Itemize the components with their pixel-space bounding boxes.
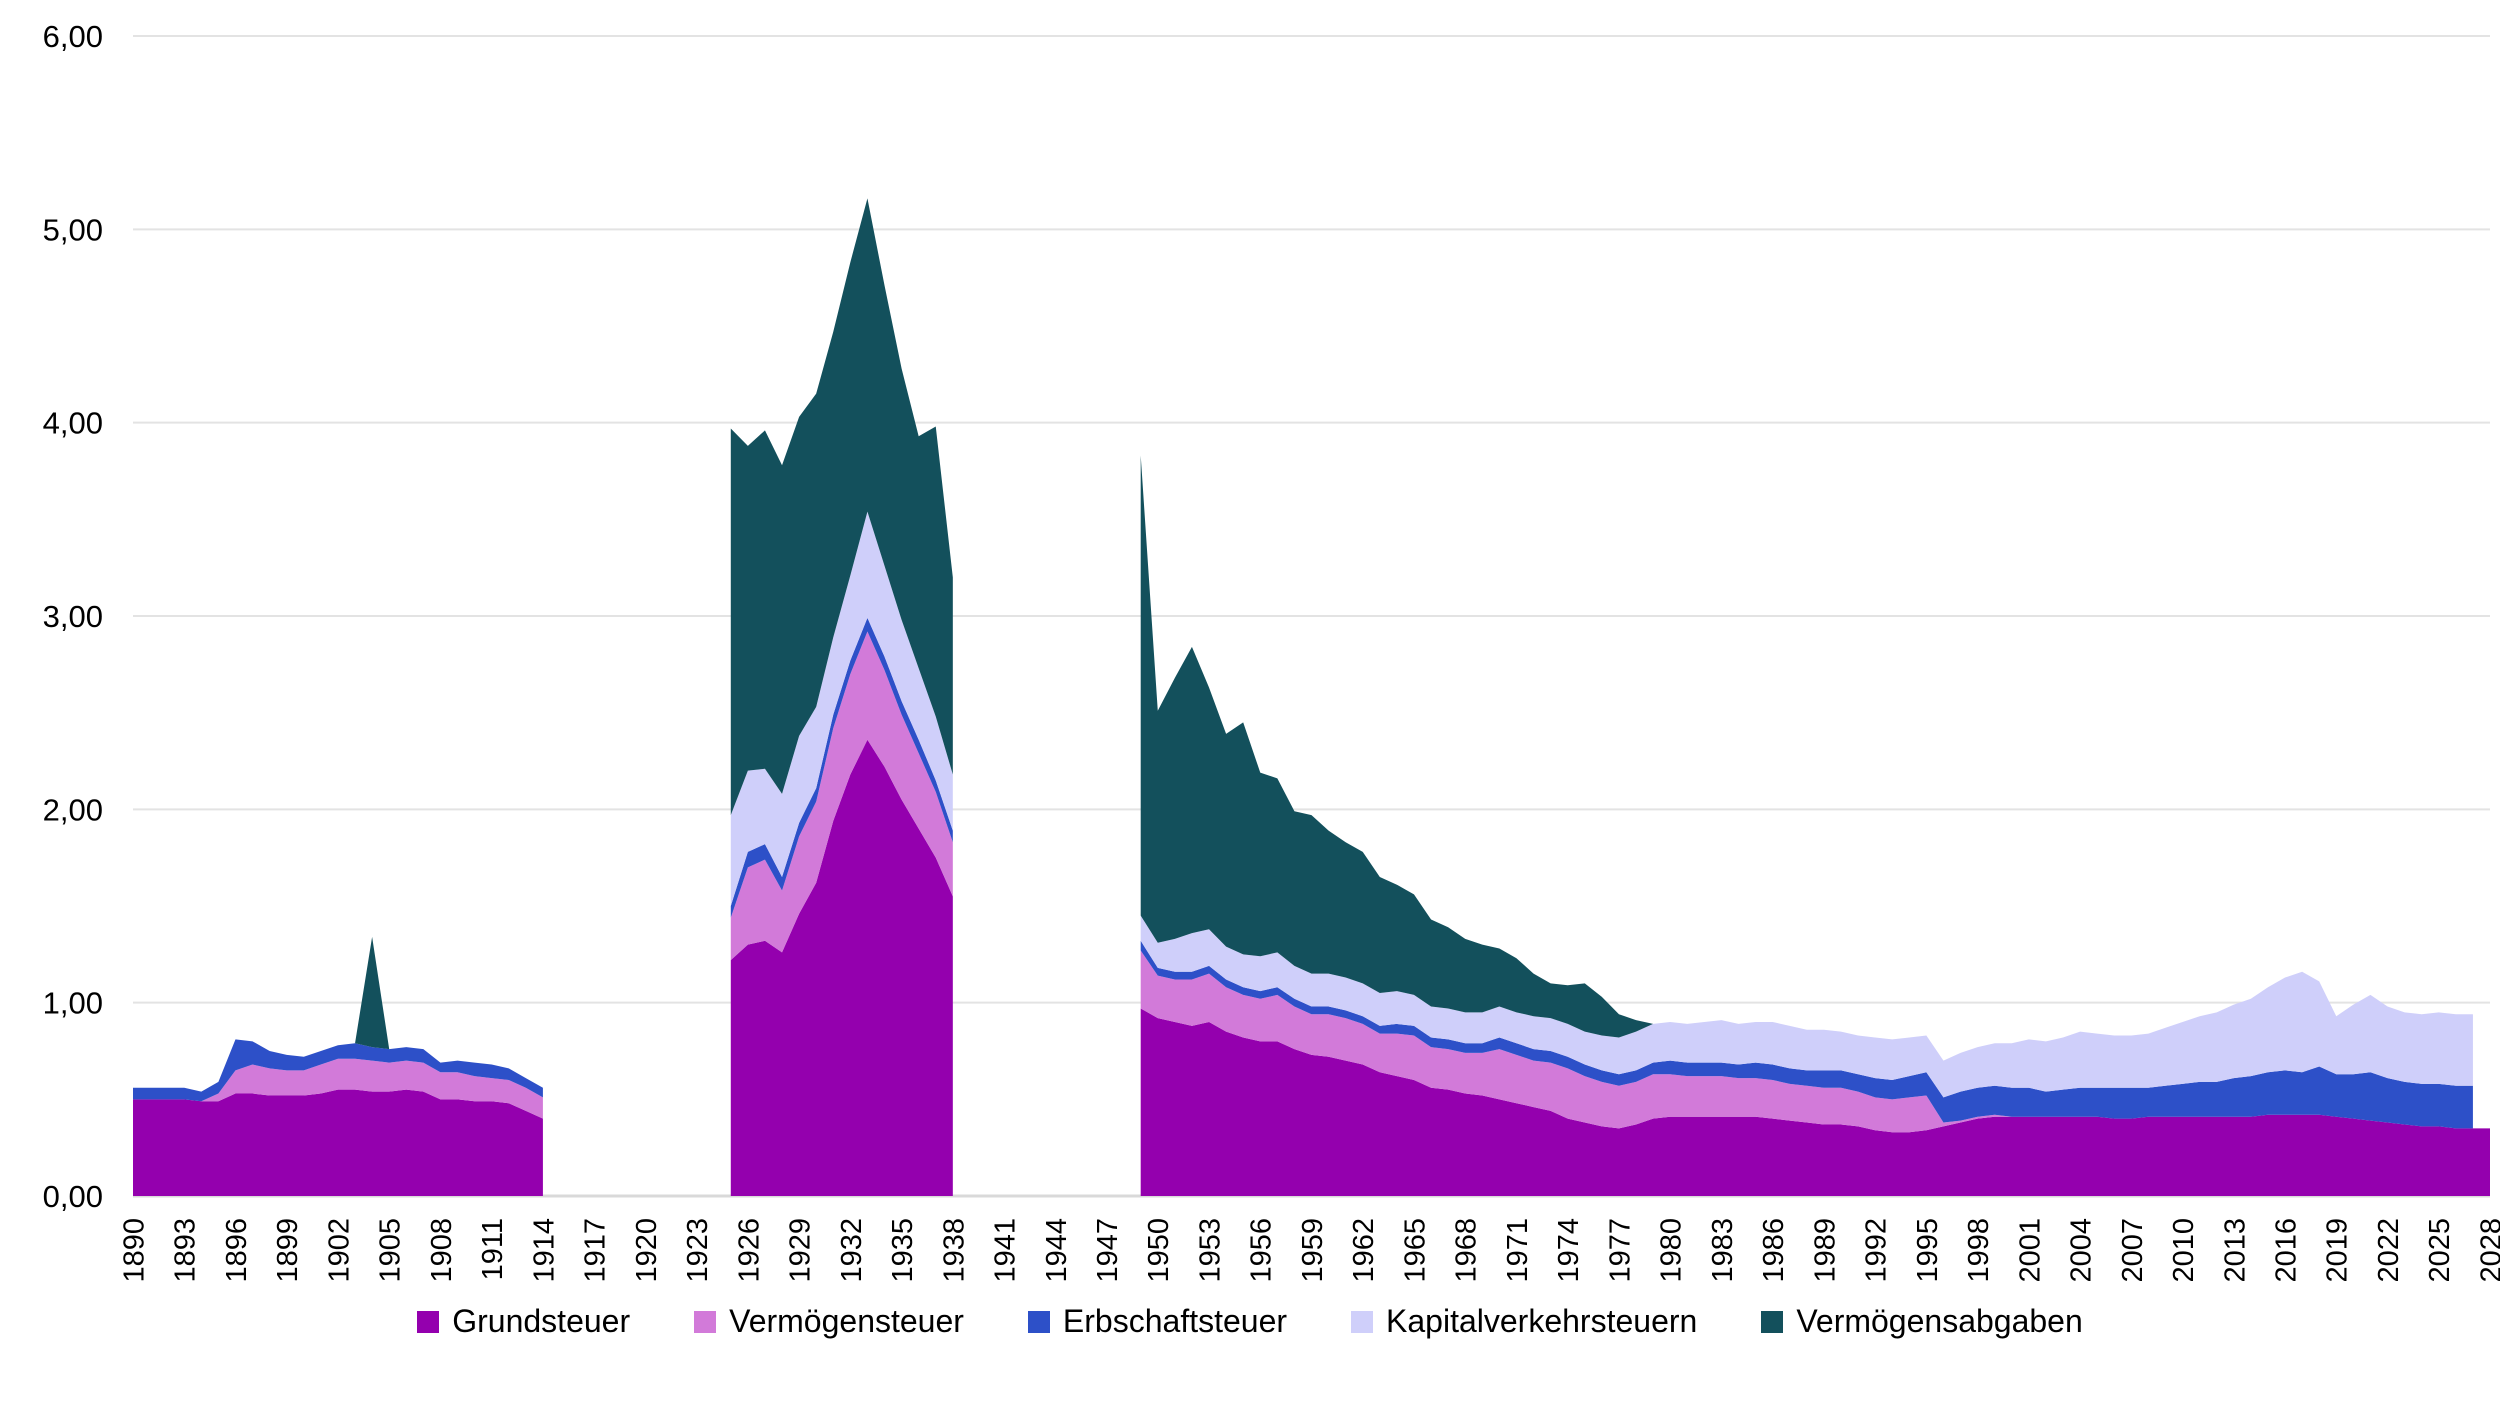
- x-axis-tick-label: 1893: [170, 1218, 202, 1283]
- area-erbschaftsteuer: [1140, 940, 2473, 1129]
- x-axis-tick-label: 2028: [2475, 1218, 2500, 1283]
- x-axis-tick-label: 1896: [221, 1218, 253, 1283]
- x-axis-tick-label: 1920: [631, 1218, 663, 1283]
- y-axis-tick-label: 5,00: [43, 212, 103, 247]
- x-axis-tick-label: 2004: [2066, 1218, 2098, 1283]
- legend-label: Grundsteuer: [452, 1303, 631, 1339]
- y-axis-tick-label: 0,00: [43, 1179, 103, 1214]
- area-kapitalverkehrsteuern: [730, 511, 953, 906]
- x-axis-tick-label: 2025: [2424, 1218, 2456, 1283]
- area-vermögensteuer: [730, 631, 953, 961]
- x-axis-tick-label: 2019: [2322, 1218, 2354, 1283]
- legend-swatch-icon: [1027, 1310, 1050, 1333]
- x-axis-tick-label: 1971: [1502, 1218, 1534, 1283]
- x-axis-tick-label: 1965: [1399, 1218, 1431, 1283]
- x-axis-tick-label: 1902: [323, 1218, 355, 1283]
- x-axis-tick-label: 1956: [1246, 1218, 1278, 1283]
- x-axis-tick-label: 1980: [1656, 1218, 1688, 1283]
- area-series-group: [133, 198, 2490, 1196]
- x-axis-tick-label: 1992: [1861, 1218, 1893, 1283]
- x-axis-tick-label: 1923: [682, 1218, 714, 1283]
- area-vermögensabgaben: [730, 198, 953, 816]
- x-axis-tick-label: 2013: [2219, 1218, 2251, 1283]
- x-axis-tick-label: 1935: [887, 1218, 919, 1283]
- x-axis-tick-label: 1890: [118, 1218, 150, 1283]
- x-axis-tick-label: 1938: [938, 1218, 970, 1283]
- x-axis-tick-label: 1941: [990, 1218, 1022, 1283]
- x-axis-tick-label: 1974: [1553, 1218, 1585, 1283]
- legend-item-vermögensteuer[interactable]: Vermögensteuer: [694, 1303, 964, 1340]
- x-axis-tick-label: 1917: [580, 1218, 612, 1283]
- legend-label: Erbschaftsteuer: [1062, 1303, 1288, 1339]
- legend-swatch-icon: [1761, 1310, 1784, 1333]
- x-axis-tick-label: 1944: [1041, 1218, 1073, 1283]
- legend-item-erbschaftsteuer[interactable]: Erbschaftsteuer: [1027, 1303, 1288, 1340]
- legend-label: Vermögensabgaben: [1796, 1303, 2083, 1339]
- y-axis-tick-label: 3,00: [43, 599, 103, 634]
- x-axis-tick-label: 1911: [477, 1218, 509, 1280]
- x-axis-tick-label: 1977: [1604, 1218, 1636, 1283]
- area-vermögensteuer: [1140, 950, 2490, 1133]
- x-axis-tick-label: 1929: [785, 1218, 817, 1283]
- x-axis-tick-label: 1989: [1809, 1218, 1841, 1283]
- y-axis-tick-label: 6,00: [43, 19, 103, 54]
- x-axis-tick-label: 1905: [375, 1218, 407, 1283]
- legend-swatch-icon: [1351, 1310, 1374, 1333]
- legend-item-vermögensabgaben[interactable]: Vermögensabgaben: [1761, 1303, 2083, 1340]
- area-grundsteuer: [133, 1089, 543, 1196]
- x-axis-tick-label: 1998: [1963, 1218, 1995, 1283]
- x-axis-tick-label: 1947: [1092, 1218, 1124, 1283]
- area-erbschaftsteuer: [730, 617, 953, 918]
- legend-item-grundsteuer[interactable]: Grundsteuer: [417, 1303, 630, 1340]
- x-axis-tick-label: 2007: [2117, 1218, 2149, 1283]
- x-axis-tick-label: 2016: [2270, 1218, 2302, 1283]
- area-grundsteuer: [1140, 1008, 2490, 1196]
- x-axis-tick-label: 1950: [1143, 1218, 1175, 1283]
- y-axis-tick-label: 1,00: [43, 986, 103, 1021]
- y-axis-ticks: 0,00 1,00 2,00 3,00 4,00 5,00 6,00: [43, 19, 103, 1214]
- x-axis-tick-label: 2010: [2168, 1218, 2200, 1283]
- legend-label: Kapitalverkehrsteuern: [1386, 1303, 1698, 1339]
- y-axis-tick-label: 2,00: [43, 792, 103, 827]
- x-axis-tick-label: 1962: [1348, 1218, 1380, 1283]
- x-axis-tick-label: 2022: [2373, 1218, 2405, 1283]
- x-axis-tick-label: 1968: [1451, 1218, 1483, 1283]
- x-axis-tick-label: 1986: [1758, 1218, 1790, 1283]
- x-axis-tick-label: 1926: [733, 1218, 765, 1283]
- x-axis-tick-label: 1953: [1194, 1218, 1226, 1283]
- area-kapitalverkehrsteuern: [1140, 915, 2473, 1098]
- y-axis-tick-label: 4,00: [43, 406, 103, 441]
- area-erbschaftsteuer: [133, 1039, 543, 1102]
- x-axis-tick-label: 1959: [1297, 1218, 1329, 1283]
- x-axis-tick-label: 1899: [272, 1218, 304, 1283]
- x-axis-tick-label: 1932: [836, 1218, 868, 1283]
- legend-label: Vermögensteuer: [729, 1303, 964, 1339]
- area-vermögensabgaben: [1140, 455, 2473, 1061]
- x-axis-tick-label: 1914: [528, 1218, 560, 1283]
- legend-item-kapitalverkehrsteuern[interactable]: Kapitalverkehrsteuern: [1351, 1303, 1697, 1340]
- legend-swatch-icon: [417, 1310, 440, 1333]
- chart-legend: Grundsteuer Vermögensteuer Erbschaftsteuer…: [0, 1303, 2500, 1340]
- legend-swatch-icon: [694, 1310, 717, 1333]
- area-grundsteuer: [730, 739, 953, 1196]
- x-axis-tick-label: 1983: [1707, 1218, 1739, 1283]
- area-vermögensteuer: [133, 1058, 543, 1119]
- x-axis-ticks: 1890 1893 1896 1899 1902 1905 1908 1911 1914 1917…: [118, 1218, 2500, 1283]
- x-axis-tick-label: 1908: [426, 1218, 458, 1283]
- x-axis-tick-label: 2001: [2014, 1218, 2046, 1283]
- x-axis-tick-label: 1995: [1912, 1218, 1944, 1283]
